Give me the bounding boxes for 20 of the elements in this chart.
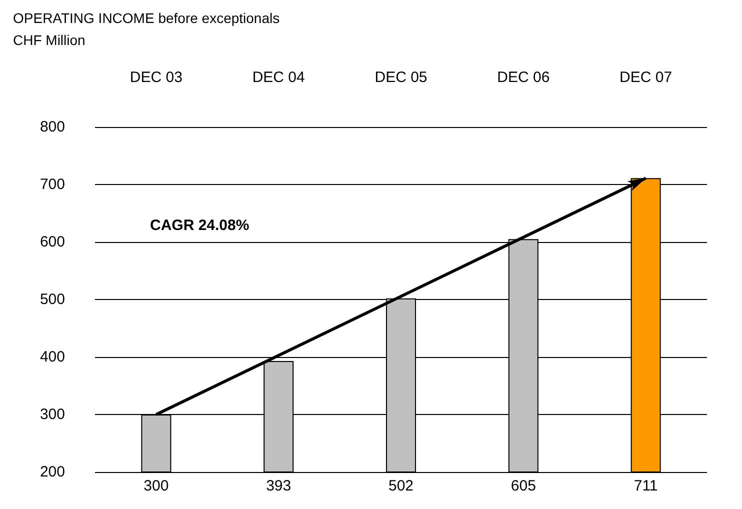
x-tick-label: DEC 07: [620, 69, 672, 86]
data-label: 711: [634, 478, 658, 494]
x-tick-label: DEC 03: [130, 69, 182, 86]
annotation: CAGR 24.08%: [150, 217, 250, 234]
data-label: 393: [266, 478, 292, 494]
x-tick-label: DEC 06: [497, 69, 550, 86]
x-tick-label: DEC 04: [252, 69, 305, 86]
y-tick-label: 200: [40, 464, 65, 480]
data-label: 502: [388, 478, 414, 494]
chart-title: OPERATING INCOME before exceptionals: [13, 10, 280, 26]
x-tick-label: DEC 05: [374, 69, 428, 86]
y-tick-label: 300: [40, 406, 65, 423]
chart-subtitle: CHF Million: [13, 32, 86, 48]
y-tick-label: 700: [40, 176, 65, 193]
y-tick-label: 400: [40, 348, 65, 366]
y-tick-label: 500: [40, 291, 65, 308]
data-label: 605: [510, 478, 536, 494]
y-tick-label: 600: [40, 234, 65, 250]
data-label: 300: [144, 478, 169, 494]
y-tick-label: 800: [40, 118, 65, 136]
